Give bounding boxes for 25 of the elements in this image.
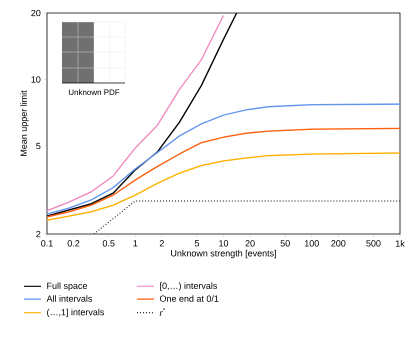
x-tick-label: 0.2 xyxy=(68,240,80,247)
legend-label: (…,1] intervals xyxy=(47,308,104,318)
y-tick-label: 5 xyxy=(36,142,40,150)
x-tick-label: 10 xyxy=(219,240,228,247)
x-tick-label: 0.5 xyxy=(102,240,115,247)
x-tick-label: 100 xyxy=(304,240,319,247)
y-tick-label: 2 xyxy=(36,230,40,238)
x-tick-label: 2 xyxy=(160,240,164,246)
y-tick-label: 20 xyxy=(31,10,40,16)
x-tick-label: 5 xyxy=(194,240,200,246)
x-tick-label: 0.1 xyxy=(41,240,53,247)
x-tick-label: 1 xyxy=(133,240,138,246)
x-tick-label: 1k xyxy=(396,240,405,247)
legend-label: Full space xyxy=(47,282,88,291)
legend-label: All intervals xyxy=(46,295,92,302)
legend-label: [0,…) intervals xyxy=(160,282,218,291)
legend-label: One end at 0/1 xyxy=(160,295,218,302)
x-axis-title: Unknown strength [events] xyxy=(171,250,276,258)
y-tick-label: 10 xyxy=(32,76,40,83)
x-tick-label: 50 xyxy=(280,240,290,247)
legend-label: r$^{*}$ xyxy=(160,308,166,316)
x-tick-label: 20 xyxy=(246,240,255,247)
x-tick-label: 500 xyxy=(366,240,381,247)
x-tick-label: 200 xyxy=(331,240,346,247)
y-axis-title: Mean upper limit xyxy=(20,90,29,156)
